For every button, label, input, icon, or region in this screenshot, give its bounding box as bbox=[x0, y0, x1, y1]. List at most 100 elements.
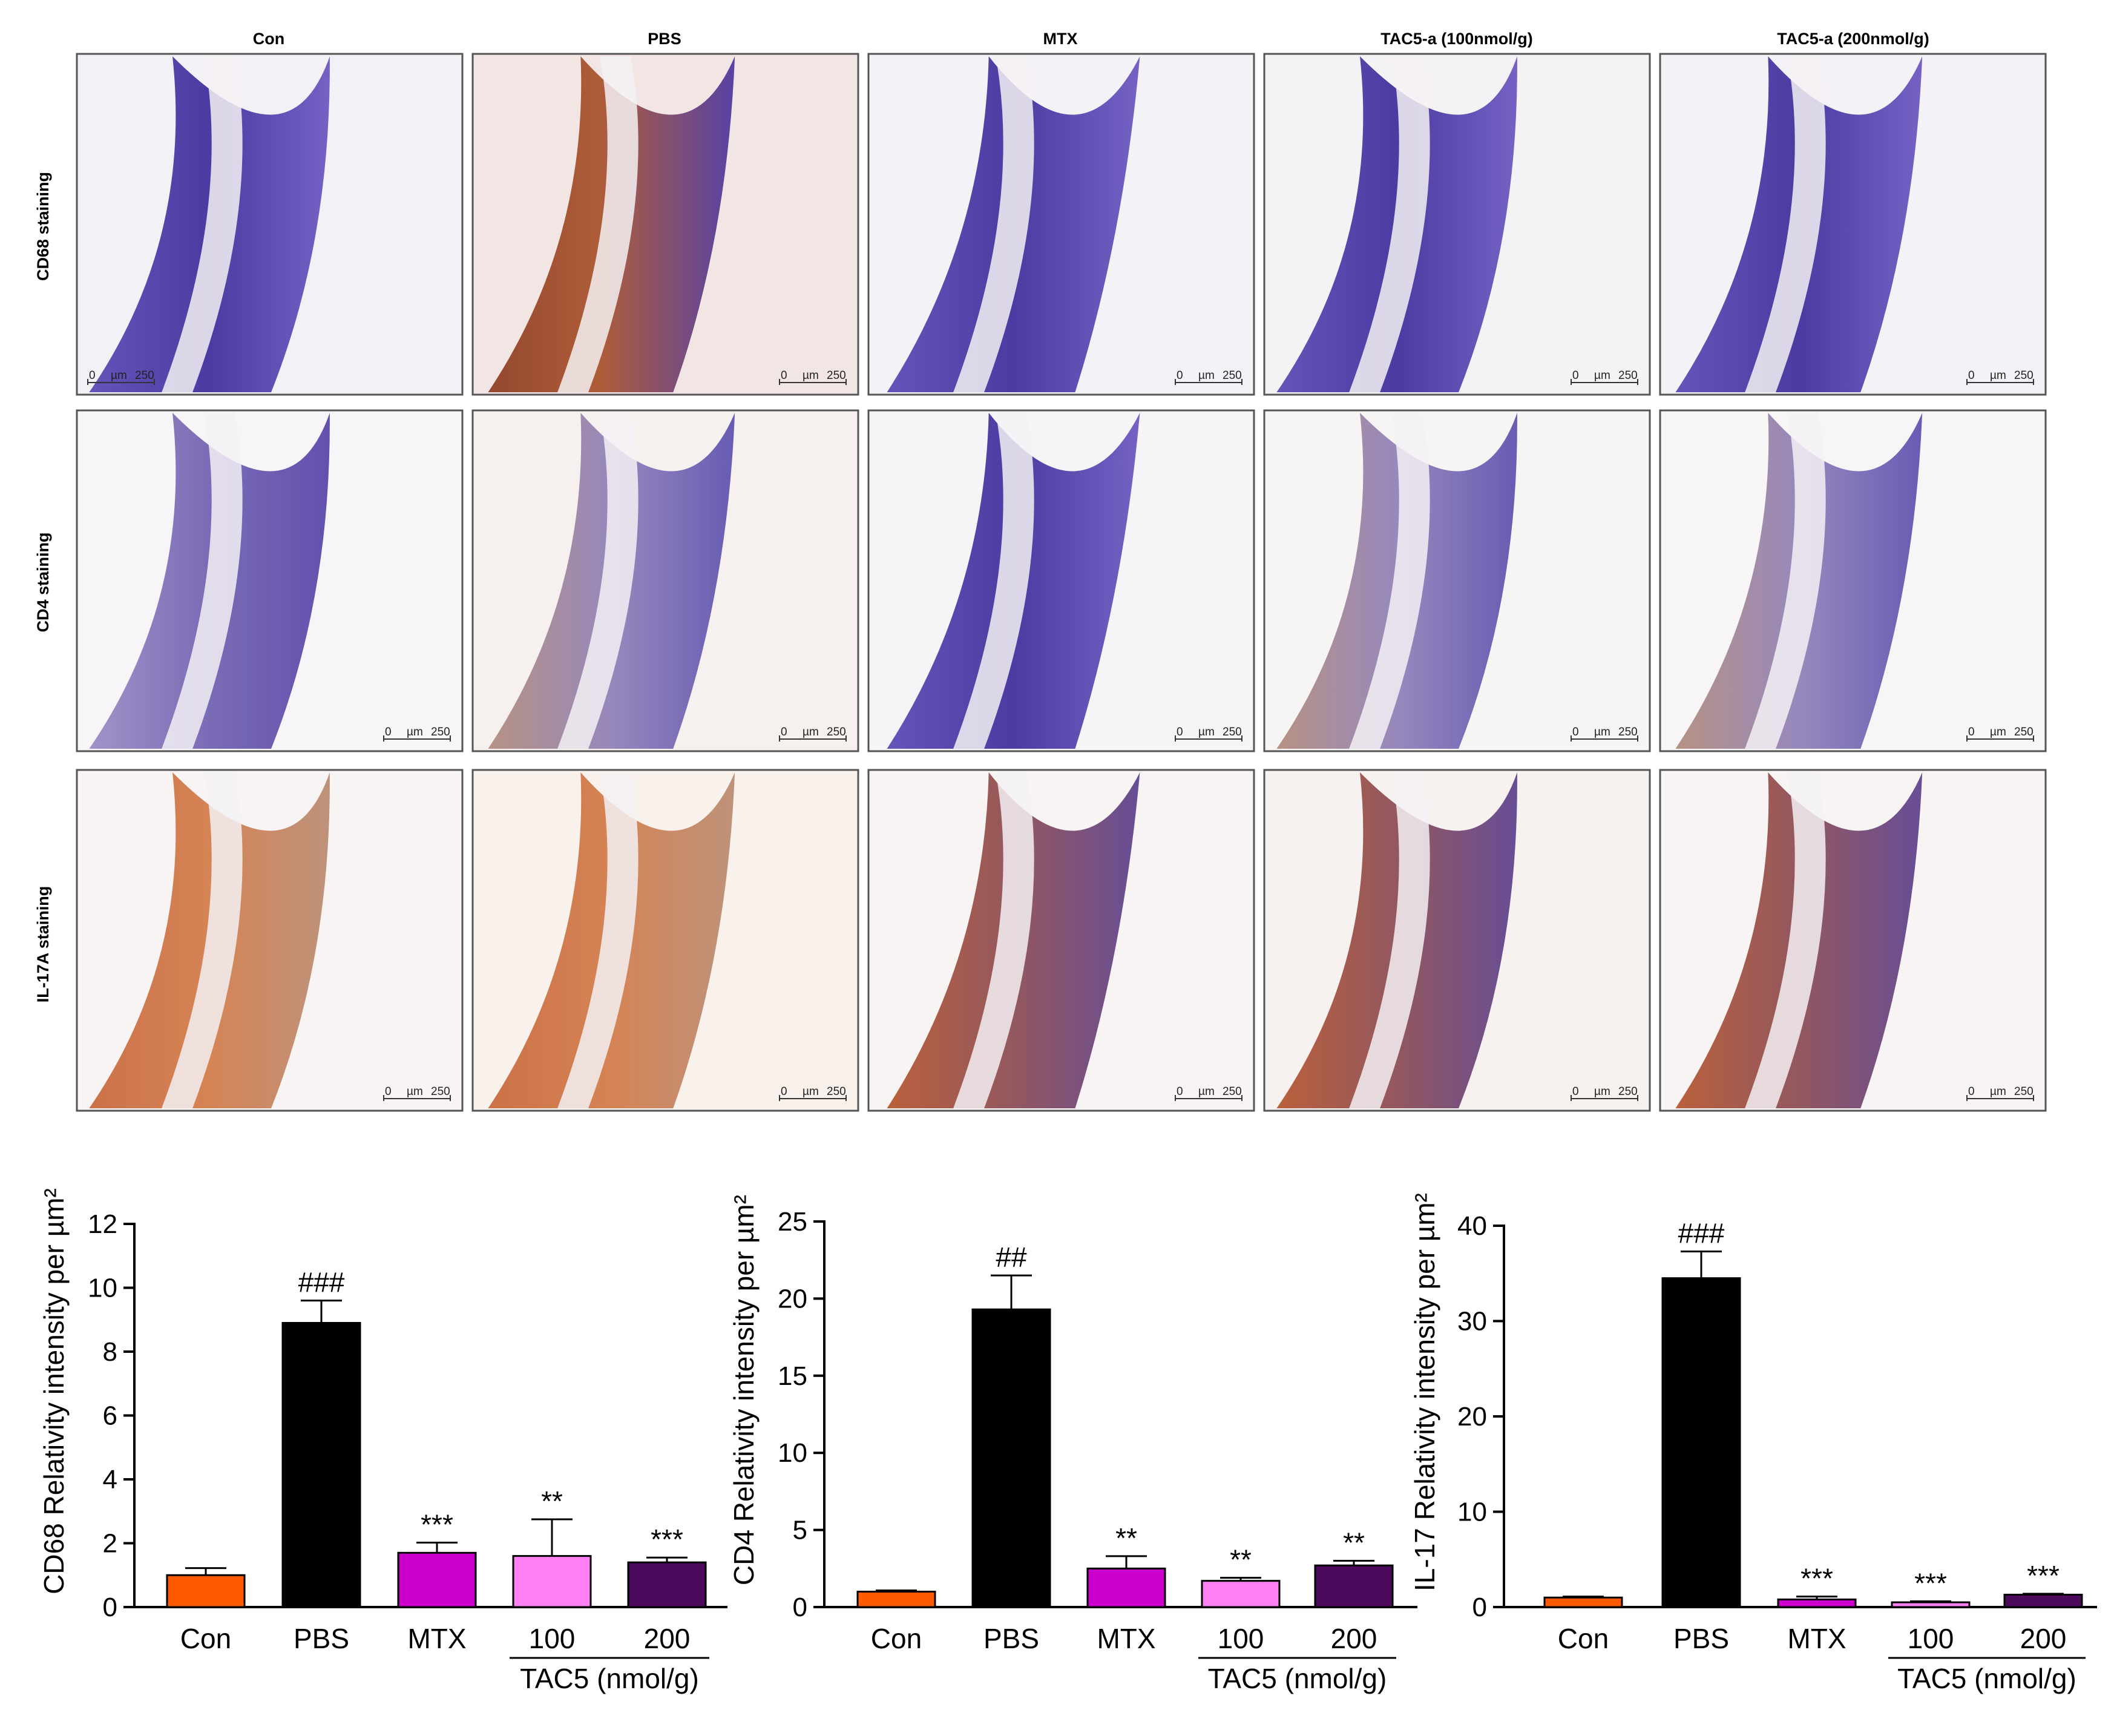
micrograph-panel: Con PBS MTX TAC5-a (100nmol/g) TAC5-a (2… bbox=[34, 30, 2047, 1112]
row-title-cd4: CD4 staining bbox=[34, 532, 52, 632]
micrograph-cd4-con: 0 µm 250 bbox=[76, 409, 464, 752]
y-tick-label: 2 bbox=[103, 1529, 117, 1559]
category-label: 100 bbox=[1908, 1623, 1954, 1654]
scale-bar: 0 µm 250 bbox=[1571, 369, 1638, 385]
scale-bar-value: 250 bbox=[827, 369, 846, 382]
adipose-layer bbox=[953, 413, 1034, 749]
adipose-layer bbox=[1745, 56, 1826, 392]
scale-bar-value: 250 bbox=[431, 726, 450, 738]
category-label: Con bbox=[871, 1623, 922, 1654]
group-label: TAC5 (nmol/g) bbox=[520, 1663, 699, 1694]
bar-mtx bbox=[1086, 1567, 1166, 1608]
bar-tac5-100 bbox=[512, 1555, 592, 1608]
scale-bar-value: 250 bbox=[431, 1085, 450, 1098]
column-title-con: Con bbox=[253, 30, 284, 48]
group-label: TAC5 (nmol/g) bbox=[1897, 1663, 2076, 1694]
bar-pbs bbox=[971, 1308, 1051, 1608]
bar-pbs bbox=[281, 1322, 361, 1608]
category-label: Con bbox=[1558, 1623, 1609, 1654]
scale-bar-unit: µm bbox=[803, 1085, 819, 1098]
scale-bar-value: 250 bbox=[1223, 369, 1242, 382]
scale-bar: 0 µm 250 bbox=[1175, 726, 1242, 741]
scale-bar: 0 µm 250 bbox=[1571, 1085, 1638, 1101]
column-titles: Con PBS MTX TAC5-a (100nmol/g) TAC5-a (2… bbox=[253, 30, 1929, 48]
bar-tac5-100 bbox=[1891, 1601, 1971, 1608]
scale-bar-zero: 0 bbox=[1572, 369, 1579, 382]
scale-bar: 0 µm 250 bbox=[1175, 369, 1242, 385]
scale-bar: 0 µm 250 bbox=[779, 369, 847, 385]
adipose-layer bbox=[557, 413, 638, 749]
bar-con bbox=[166, 1574, 246, 1608]
scale-bar-unit: µm bbox=[407, 1085, 423, 1098]
significance-label: ### bbox=[1678, 1218, 1725, 1249]
scale-bar-zero: 0 bbox=[781, 726, 787, 738]
column-title-mtx: MTX bbox=[1043, 30, 1078, 48]
micrograph-cd4-mtx: 0 µm 250 bbox=[867, 409, 1255, 752]
bar-mtx bbox=[397, 1551, 477, 1608]
significance-label: *** bbox=[651, 1524, 683, 1555]
y-tick-label: 10 bbox=[778, 1438, 807, 1468]
scale-bar-value: 250 bbox=[2014, 726, 2034, 738]
scale-bar-unit: µm bbox=[803, 369, 819, 382]
scale-bar-value: 250 bbox=[2014, 369, 2034, 382]
category-label: 100 bbox=[529, 1623, 576, 1654]
adipose-layer bbox=[162, 772, 243, 1108]
scale-bar-zero: 0 bbox=[1177, 726, 1183, 738]
micrograph-cd68-tac5-100: 0 µm 250 bbox=[1263, 53, 1651, 396]
scale-bar-value: 250 bbox=[1618, 1085, 1638, 1098]
scale-bar-zero: 0 bbox=[385, 726, 392, 738]
scale-bar-value: 250 bbox=[1223, 1085, 1242, 1098]
y-tick-label: 30 bbox=[1457, 1307, 1487, 1337]
row-titles: CD68 staining CD4 staining IL-17A staini… bbox=[34, 172, 52, 1002]
bar-pbs bbox=[1661, 1277, 1741, 1608]
bar-chart-2: 0 5 10 15 20 25 CD4 Relativity intensity per µ… bbox=[728, 1195, 1417, 1694]
micrograph-cd68-mtx: 0 µm 250 bbox=[867, 53, 1255, 396]
scale-bar-unit: µm bbox=[1198, 1085, 1215, 1098]
significance-label: *** bbox=[421, 1508, 453, 1540]
scale-bar-zero: 0 bbox=[1572, 1085, 1579, 1098]
y-tick-label: 20 bbox=[1457, 1402, 1487, 1432]
scale-bar-value: 250 bbox=[1618, 726, 1638, 738]
bar-con bbox=[856, 1591, 936, 1608]
adipose-layer bbox=[953, 772, 1034, 1108]
micrograph-cd68-tac5-200: 0 µm 250 bbox=[1659, 53, 2047, 396]
column-title-pbs: PBS bbox=[648, 30, 681, 48]
scale-bar-unit: µm bbox=[1990, 726, 2006, 738]
significance-label: ### bbox=[298, 1267, 345, 1298]
row-title-il17a: IL-17A staining bbox=[34, 886, 52, 1003]
y-tick-label: 20 bbox=[778, 1284, 807, 1314]
bar-charts: 0 2 4 6 8 10 12 CD68 Relativity intensity per µ… bbox=[38, 1188, 2097, 1694]
y-axis-title: CD4 Relativity intensity per µm² bbox=[728, 1195, 760, 1585]
category-label: PBS bbox=[983, 1623, 1039, 1654]
y-tick-label: 40 bbox=[1457, 1211, 1487, 1241]
scale-bar-value: 250 bbox=[1618, 369, 1638, 382]
scale-bar-unit: µm bbox=[803, 726, 819, 738]
category-label: 200 bbox=[2020, 1623, 2067, 1654]
y-tick-label: 10 bbox=[88, 1274, 117, 1303]
scale-bar-value: 250 bbox=[2014, 1085, 2034, 1098]
y-tick-label: 12 bbox=[88, 1209, 117, 1239]
adipose-layer bbox=[1745, 413, 1826, 749]
category-label: PBS bbox=[1673, 1623, 1729, 1654]
scale-bar: 0 µm 250 bbox=[383, 1085, 451, 1101]
scale-bar: 0 µm 250 bbox=[87, 369, 155, 385]
micrograph-il17a-pbs: 0 µm 250 bbox=[471, 769, 859, 1112]
adipose-layer bbox=[1349, 772, 1430, 1108]
scale-bar-zero: 0 bbox=[89, 369, 96, 382]
column-title-tac5-100: TAC5-a (100nmol/g) bbox=[1380, 30, 1533, 48]
scale-bar-unit: µm bbox=[1198, 369, 1215, 382]
scale-bar-value: 250 bbox=[827, 1085, 846, 1098]
y-tick-label: 0 bbox=[103, 1593, 117, 1622]
scale-bar-zero: 0 bbox=[1968, 369, 1975, 382]
scale-bar-value: 250 bbox=[1223, 726, 1242, 738]
significance-label: *** bbox=[2027, 1560, 2060, 1591]
adipose-layer bbox=[557, 56, 638, 392]
significance-label: ## bbox=[996, 1241, 1027, 1273]
significance-label: *** bbox=[1914, 1568, 1947, 1599]
scale-bar: 0 µm 250 bbox=[1175, 1085, 1242, 1101]
scale-bar: 0 µm 250 bbox=[779, 726, 847, 741]
scale-bar-value: 250 bbox=[135, 369, 154, 382]
scale-bar-unit: µm bbox=[1594, 726, 1610, 738]
significance-label: *** bbox=[1801, 1563, 1833, 1594]
